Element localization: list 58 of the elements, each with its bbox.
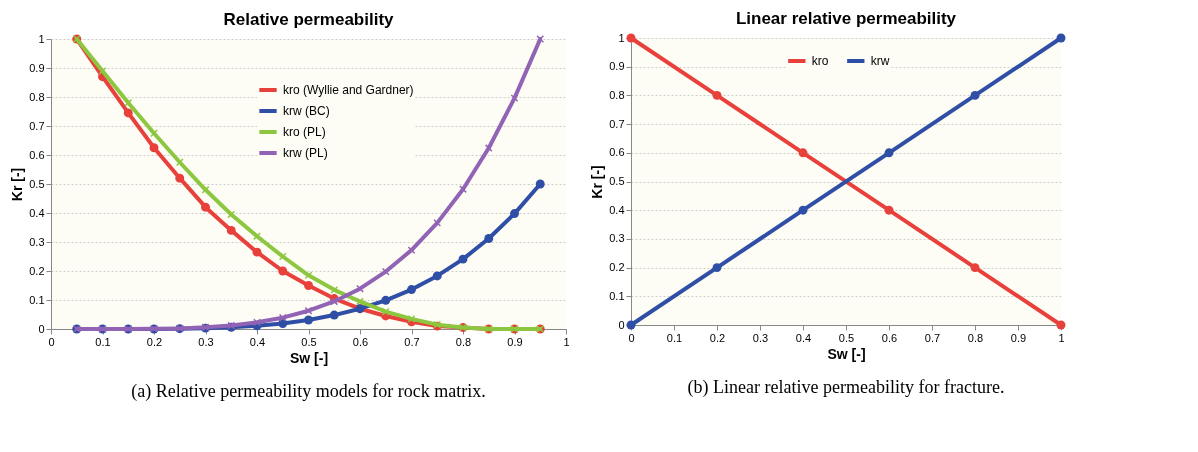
legend-label: krw (BC): [283, 104, 330, 118]
x-tick-label: 1: [1058, 331, 1065, 344]
x-axis-title: Sw [-]: [827, 345, 866, 362]
x-tick-label: 0.9: [507, 335, 523, 348]
text: (b) Linear relative permeability for fracture.: [687, 377, 1005, 398]
x-tick-label: 0.7: [404, 335, 420, 348]
x-tick-label: 0.6: [352, 335, 369, 348]
y-tick-label: 0.3: [609, 232, 625, 245]
y-tick-label: 0.3: [29, 235, 45, 248]
y-tick-label: 0.7: [609, 117, 625, 130]
y-tick-label: 0.2: [609, 261, 625, 274]
y-tick-label: 0.8: [29, 90, 45, 103]
y-tick-label: 1: [38, 32, 45, 45]
x-tick-label: 0.8: [967, 331, 984, 344]
y-tick-label: 0: [38, 322, 45, 335]
legend-label: kro: [811, 54, 829, 68]
legend-label: krw: [870, 54, 890, 68]
y-tick-label: 1: [618, 31, 625, 44]
x-tick-label: 0.9: [1010, 331, 1027, 344]
x-tick-label: 0.8: [455, 335, 472, 348]
y-tick-label: 0.6: [29, 148, 45, 161]
y-tick-label: 0.4: [609, 203, 625, 216]
y-tick-label: 0.8: [609, 88, 625, 101]
y-tick-label: 0: [618, 318, 625, 331]
chart-title: Linear relative permeability: [735, 9, 957, 28]
y-tick-label: 0.5: [609, 175, 625, 187]
y-tick-label: 0.1: [29, 293, 45, 306]
x-tick-label: 0.2: [709, 331, 726, 344]
x-tick-label: 0.1: [666, 331, 683, 344]
legend-label: krw (PL): [283, 146, 328, 160]
x-tick-label: 1: [563, 335, 570, 348]
x-tick-label: 0: [48, 335, 55, 348]
y-tick-label: 0.9: [29, 61, 45, 74]
y-tick-label: 0.9: [609, 60, 625, 73]
y-tick-label: 0.5: [29, 177, 45, 190]
y-tick-label: 0.2: [29, 264, 45, 277]
x-tick-label: 0.6: [881, 331, 898, 344]
legend-label: kro (Wyllie and Gardner): [283, 83, 414, 97]
x-tick-label: 0.7: [924, 331, 941, 344]
x-tick-label: 0.2: [146, 335, 163, 348]
y-axis-title: Kr [-]: [9, 167, 26, 202]
x-axis-title: Sw [-]: [289, 349, 329, 366]
y-tick-label: 0.7: [29, 119, 45, 132]
chart-title: Relative permeability: [223, 9, 395, 29]
x-tick-label: 0.5: [838, 331, 855, 344]
legend-label: kro (PL): [283, 125, 326, 139]
y-tick-label: 0.4: [29, 206, 45, 219]
y-tick-label: 0.1: [609, 289, 625, 302]
x-tick-label: 0.3: [198, 335, 214, 348]
y-axis-title: Kr [-]: [589, 165, 606, 199]
x-tick-label: 0.1: [95, 335, 111, 348]
x-tick-label: 0.5: [301, 335, 317, 348]
y-tick-label: 0.6: [609, 146, 625, 159]
x-tick-label: 0: [628, 331, 635, 344]
x-tick-label: 0.4: [249, 335, 266, 348]
text: (a) Relative permeability models for rock matrix.: [131, 381, 486, 402]
x-tick-label: 0.3: [752, 331, 769, 344]
x-tick-label: 0.4: [795, 331, 812, 344]
